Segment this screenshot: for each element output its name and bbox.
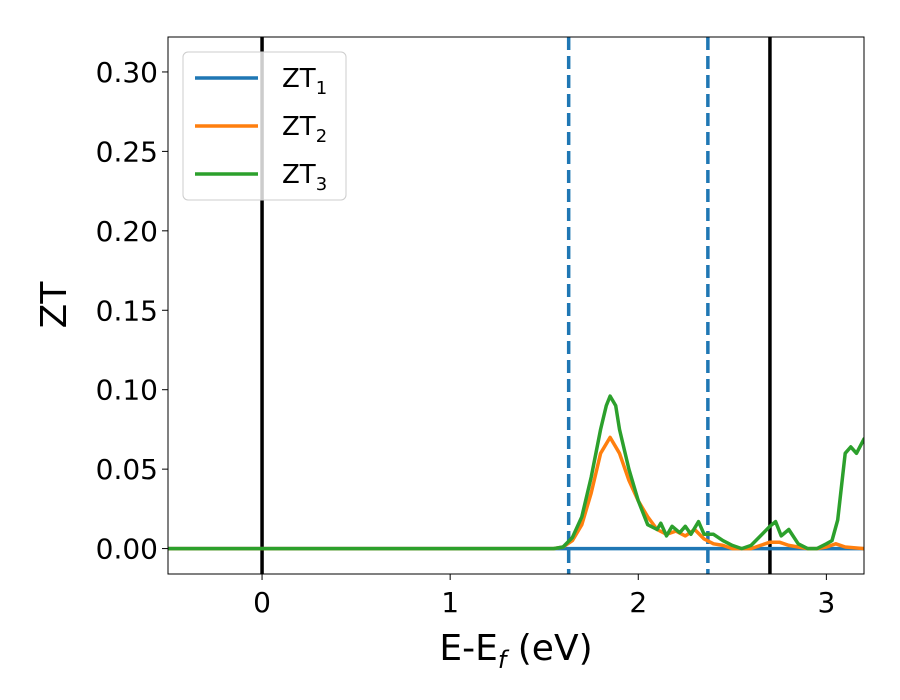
series-line-3	[168, 394, 864, 551]
y-tick-label: 0.00	[96, 533, 158, 566]
legend-label-1: ZT1	[282, 64, 327, 99]
y-tick-label: 0.20	[96, 215, 158, 248]
legend-label-base: ZT	[282, 64, 316, 94]
legend-label-2: ZT2	[282, 112, 327, 147]
y-tick-label: 0.30	[96, 56, 158, 89]
x-tick-label: 1	[441, 586, 459, 619]
x-tick-label: 2	[629, 586, 647, 619]
y-tick-label: 0.25	[96, 135, 158, 168]
y-axis-label: ZT	[34, 281, 75, 329]
y-tick-label: 0.10	[96, 374, 158, 407]
plot-frame	[167, 36, 865, 575]
x-axis-label-unit: (eV)	[506, 628, 592, 669]
legend-label-3: ZT3	[282, 160, 327, 195]
y-tick-label: 0.05	[96, 453, 158, 486]
legend-label-base: ZT	[282, 160, 316, 190]
legend-label-base: ZT	[282, 112, 316, 142]
x-axis-label: E-Ef (eV)	[439, 628, 592, 674]
legend-label-sub: 2	[316, 126, 327, 147]
x-tick-label: 0	[253, 586, 271, 619]
x-tick-label: 3	[817, 586, 835, 619]
series-lines	[168, 394, 864, 551]
x-axis-ticks: 0 1 2 3	[253, 574, 835, 619]
legend-box	[182, 51, 347, 201]
legend-label-sub: 1	[316, 78, 327, 99]
y-tick-label: 0.15	[96, 294, 158, 327]
legend-label-sub: 3	[316, 174, 327, 195]
y-axis-ticks: 0.00 0.05 0.10 0.15 0.20 0.25 0.30	[96, 56, 168, 566]
x-axis-label-base: E-E	[439, 628, 497, 669]
